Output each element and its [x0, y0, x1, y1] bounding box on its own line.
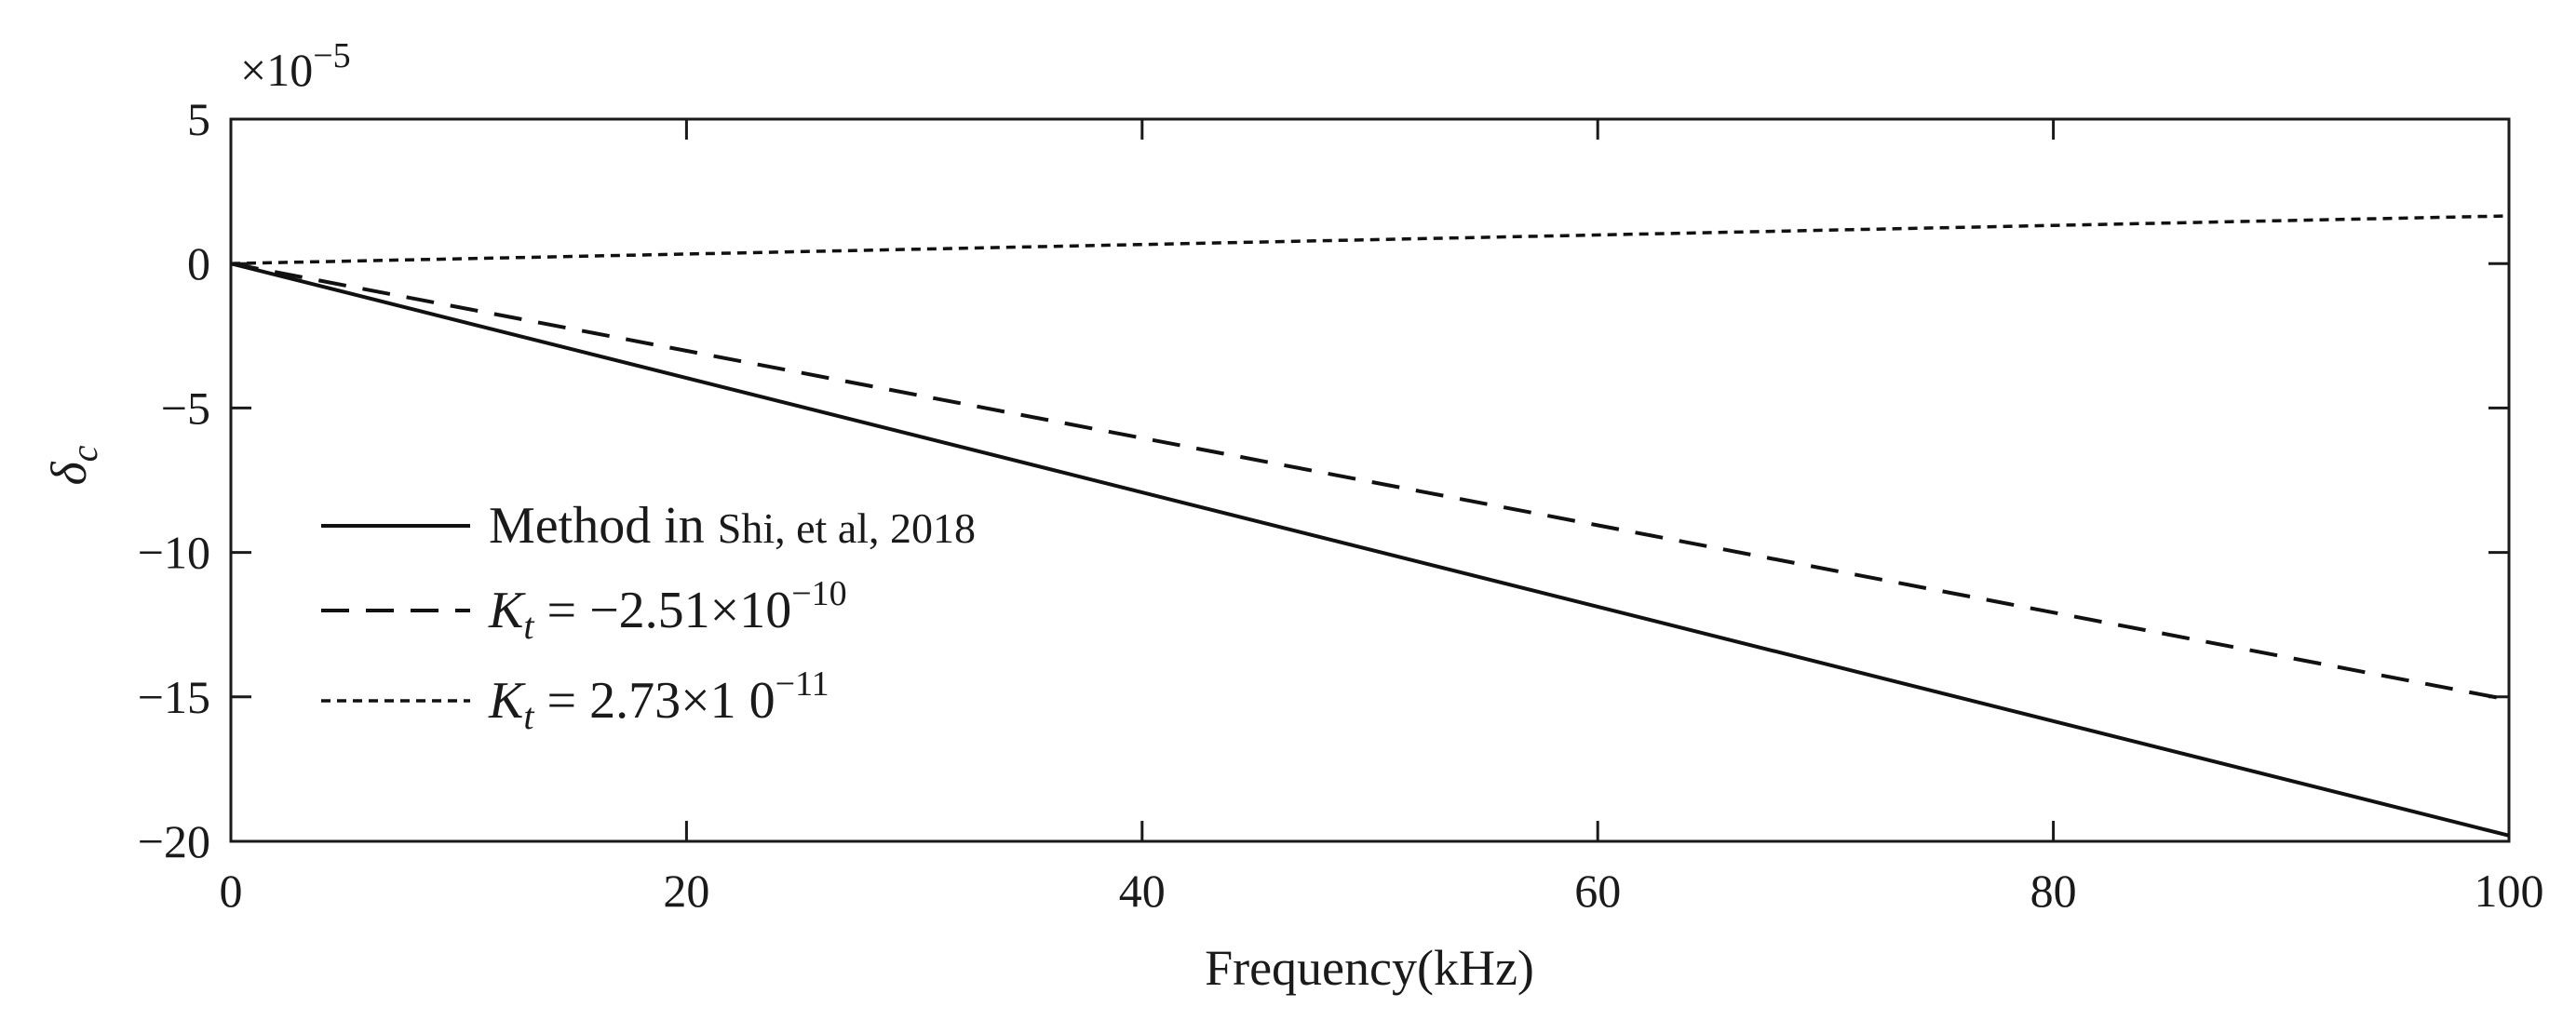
legend-kt-neg-sub: t	[523, 605, 534, 647]
legend-method-main: Method in	[489, 497, 718, 555]
legend-kt-pos-rest: = 2.73×1 0	[533, 672, 775, 730]
series-lines	[230, 214, 2510, 838]
y-tick-label: −5	[161, 382, 210, 434]
x-tick-label: 80	[2030, 865, 2077, 917]
x-tick-label: 100	[2475, 865, 2544, 917]
y-axis-title: δc	[41, 445, 105, 485]
legend-kt-neg-exp: −10	[791, 574, 846, 613]
y-tick-label: −10	[138, 527, 210, 579]
y-tick-label: −20	[138, 815, 210, 867]
x-axis-title: Frequency(kHz)	[1205, 940, 1534, 996]
legend-method-cite: Shi, et al, 2018	[718, 504, 976, 552]
series-line-0	[230, 262, 2510, 838]
y-axis-symbol: δ	[41, 461, 97, 485]
legend-kt-pos-exp: −11	[775, 664, 829, 704]
y-axis-title-group: δc	[41, 445, 105, 485]
legend-kt-pos-sub: t	[523, 695, 534, 737]
legend-label-kt-neg: Kt = −2.51×10−10	[488, 574, 847, 647]
legend-label-method: Method in Shi, et al, 2018	[489, 497, 976, 555]
plot-area-frame	[229, 117, 2511, 843]
series-line-1	[230, 262, 2510, 702]
y-axis-subscript: c	[63, 445, 105, 462]
series-line-2	[230, 214, 2510, 265]
y-tick-labels: 5 0 −5 −10 −15 −20	[138, 93, 210, 867]
y-tick-label: −15	[138, 671, 210, 723]
y-tick-label: 5	[187, 93, 210, 145]
axis-ticks	[229, 117, 2511, 843]
x-tick-label: 20	[663, 865, 709, 917]
legend-kt-pos-symbol: K	[488, 672, 526, 730]
legend-kt-neg-symbol: K	[488, 582, 526, 639]
x-tick-label: 0	[220, 865, 243, 917]
legend: Method in Shi, et al, 2018 Kt = −2.51×10…	[321, 497, 976, 737]
x-tick-labels: 0 20 40 60 80 100	[220, 865, 2544, 917]
y-scale-multiplier: ×10−5	[240, 36, 351, 96]
x-tick-label: 40	[1119, 865, 1166, 917]
y-tick-label: 0	[187, 237, 210, 289]
y-scale-prefix: ×10	[240, 44, 313, 96]
x-tick-label: 60	[1574, 865, 1621, 917]
legend-label-kt-pos: Kt = 2.73×1 0−11	[488, 664, 829, 737]
legend-kt-neg-rest: = −2.51×10	[533, 582, 791, 639]
y-scale-exponent: −5	[313, 36, 350, 75]
